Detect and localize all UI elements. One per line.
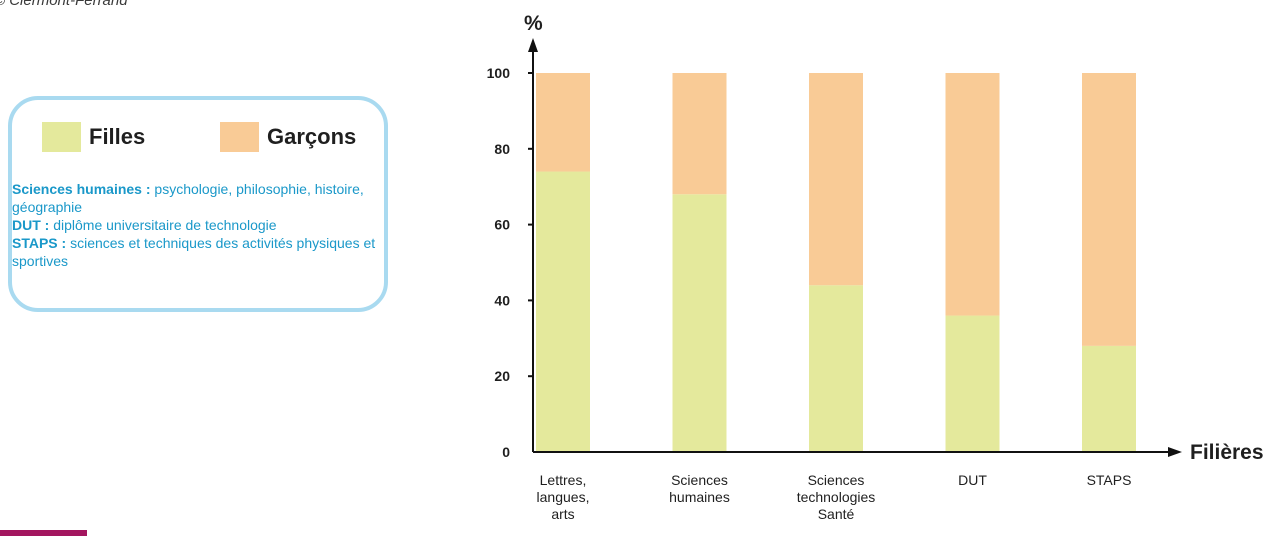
x-tick-label-line: Sciences: [808, 472, 865, 488]
x-tick-label-line: humaines: [669, 489, 730, 505]
glossary-entry: STAPS : sciences et techniques des activ…: [12, 234, 382, 270]
legend-label-garcons: Garçons: [267, 124, 357, 149]
x-tick-label: STAPS: [1087, 472, 1132, 488]
bar-garcons: [672, 73, 727, 195]
bar-garcons: [809, 73, 863, 286]
x-tick-label-line: Lettres,: [540, 472, 587, 488]
bar-filles: [672, 194, 727, 452]
y-axis-title: %: [524, 12, 543, 35]
x-tick-label-line: langues,: [537, 489, 590, 505]
y-axis-arrow: [528, 38, 538, 52]
legend-label-filles: Filles: [89, 124, 146, 149]
y-tick-label: 100: [487, 65, 511, 81]
y-tick-label: 0: [502, 444, 510, 460]
x-tick-label: DUT: [958, 472, 987, 488]
bar-filles: [945, 315, 1000, 452]
glossary-definition: diplôme universitaire de technologie: [49, 217, 277, 233]
legend-swatch-filles: [42, 122, 81, 152]
x-tick-label-line: DUT: [958, 472, 987, 488]
source-caption: © Clermont-Ferrand: [0, 0, 128, 9]
bar-filles: [1082, 345, 1136, 452]
legend-item-filles: Filles: [42, 122, 145, 152]
x-tick-label: Sciences technologies Santé: [797, 472, 876, 522]
glossary: Sciences humaines : psychologie, philoso…: [12, 180, 382, 270]
x-axis-title: Filières: [1190, 441, 1264, 464]
y-tick-label: 80: [494, 141, 510, 157]
y-tick-label: 40: [494, 292, 510, 308]
bar-garcons: [1082, 73, 1136, 346]
bar-garcons: [945, 73, 1000, 316]
glossary-term: Sciences humaines :: [12, 181, 151, 197]
bar-filles: [536, 171, 590, 453]
x-tick-label-line: arts: [551, 506, 574, 522]
bar-garcons: [536, 73, 590, 172]
legend-panel: Filles Garçons Sciences humaines : psych…: [8, 96, 388, 312]
x-tick-label: Lettres, langues, arts: [537, 472, 590, 522]
x-tick-label: Sciences humaines: [669, 472, 730, 505]
x-tick-label-line: Sciences: [671, 472, 728, 488]
accent-bar: [0, 530, 87, 536]
glossary-entry: DUT : diplôme universitaire de technolog…: [12, 216, 382, 234]
legend-item-garcons: Garçons: [220, 122, 356, 152]
glossary-entry: Sciences humaines : psychologie, philoso…: [12, 180, 382, 216]
glossary-definition: sciences et techniques des activités phy…: [12, 235, 376, 269]
legend-swatch-garcons: [220, 122, 259, 152]
x-tick-label-line: Santé: [818, 506, 855, 522]
y-tick-label: 60: [494, 217, 510, 233]
x-tick-label-line: STAPS: [1087, 472, 1132, 488]
glossary-definition: psychologie, philosophie, histoire, géog…: [12, 181, 364, 215]
glossary-term: DUT :: [12, 217, 50, 233]
bar-filles: [809, 285, 863, 452]
glossary-term: STAPS :: [12, 235, 67, 251]
y-tick-label: 20: [494, 368, 510, 384]
x-axis-arrow: [1168, 447, 1182, 457]
x-tick-label-line: technologies: [797, 489, 876, 505]
